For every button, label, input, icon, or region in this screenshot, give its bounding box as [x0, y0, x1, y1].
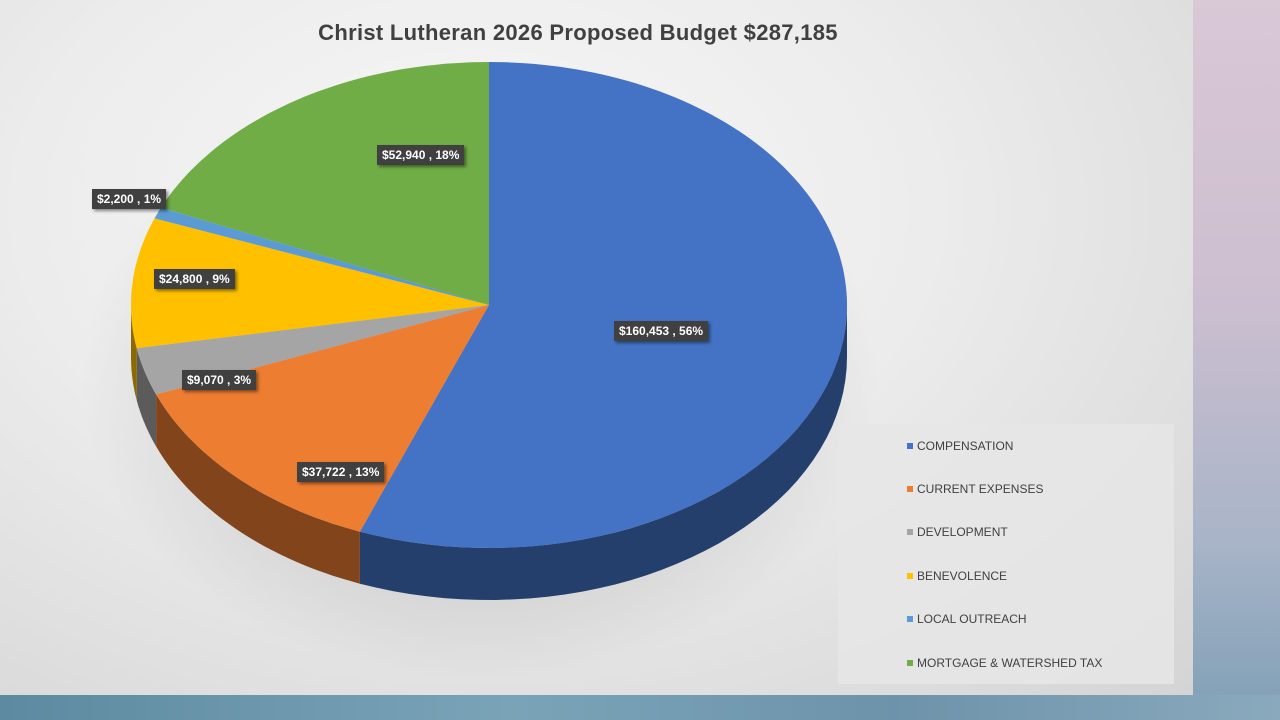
pie-slice-compensation[interactable] — [359, 62, 847, 548]
legend-swatch — [907, 573, 913, 579]
pie-slice-benevolence[interactable] — [131, 218, 489, 349]
legend-item-mortgage: MORTGAGE & WATERSHED TAX — [907, 656, 1102, 670]
legend-swatch — [907, 616, 913, 622]
pie-side-benevolence — [131, 305, 137, 401]
data-label-local-outreach: $2,200 , 1% — [92, 189, 167, 209]
legend-item-benevolence: BENEVOLENCE — [907, 569, 1007, 583]
chart-title: Christ Lutheran 2026 Proposed Budget $28… — [318, 20, 838, 45]
data-label-mortgage: $52,940 , 18% — [377, 145, 465, 165]
pie-side-compensation — [359, 305, 847, 600]
pie-slice-local-outreach[interactable] — [154, 207, 490, 305]
legend-swatch — [907, 443, 913, 449]
legend-item-development: DEVELOPMENT — [907, 525, 1008, 539]
legend-label: COMPENSATION — [917, 439, 1014, 453]
legend-label: MORTGAGE & WATERSHED TAX — [917, 656, 1103, 670]
legend-item-local-outreach: LOCAL OUTREACH — [907, 612, 1027, 626]
legend: COMPENSATION CURRENT EXPENSES DEVELOPMEN… — [838, 424, 1174, 684]
pie-side-development — [136, 348, 157, 447]
legend-label: CURRENT EXPENSES — [917, 482, 1044, 496]
pie-slice-mortgage-watershed-tax[interactable] — [161, 62, 489, 305]
pie-side-current-expenses — [156, 394, 360, 584]
legend-label: BENEVOLENCE — [917, 569, 1008, 583]
legend-swatch — [907, 486, 913, 492]
legend-swatch — [907, 529, 913, 535]
legend-item-current-expenses: CURRENT EXPENSES — [907, 482, 1043, 496]
legend-item-compensation: COMPENSATION — [907, 439, 1013, 453]
data-label-benevolence: $24,800 , 9% — [154, 269, 235, 289]
legend-label: DEVELOPMENT — [917, 525, 1008, 539]
legend-label: LOCAL OUTREACH — [917, 612, 1027, 626]
pie-slice-current-expenses[interactable] — [156, 305, 489, 532]
data-label-current-expenses: $37,722 , 13% — [297, 462, 385, 482]
legend-swatch — [907, 660, 913, 666]
data-label-development: $9,070 , 3% — [182, 370, 257, 390]
data-label-compensation: $160,453 , 56% — [614, 321, 709, 341]
background-landscape — [0, 695, 1280, 720]
